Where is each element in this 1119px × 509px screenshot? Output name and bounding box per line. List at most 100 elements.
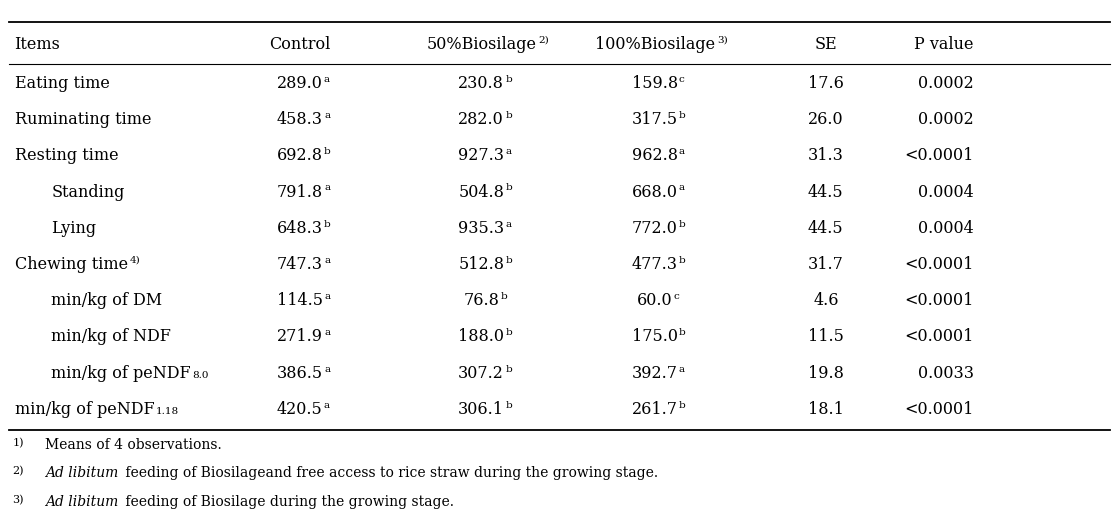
Text: 477.3: 477.3 bbox=[631, 256, 678, 272]
Text: 306.1: 306.1 bbox=[458, 400, 505, 417]
Text: Ad libitum: Ad libitum bbox=[45, 494, 117, 507]
Text: 0.0033: 0.0033 bbox=[918, 364, 974, 381]
Text: a: a bbox=[323, 400, 330, 409]
Text: <0.0001: <0.0001 bbox=[904, 400, 974, 417]
Text: 512.8: 512.8 bbox=[458, 256, 505, 272]
Text: 0.0004: 0.0004 bbox=[918, 183, 974, 200]
Text: a: a bbox=[506, 219, 511, 228]
Text: <0.0001: <0.0001 bbox=[904, 292, 974, 308]
Text: a: a bbox=[325, 256, 330, 264]
Text: 19.8: 19.8 bbox=[808, 364, 844, 381]
Text: min/kg of NDF: min/kg of NDF bbox=[51, 328, 171, 345]
Text: b: b bbox=[325, 147, 331, 156]
Text: 1.18: 1.18 bbox=[156, 407, 178, 415]
Text: <0.0001: <0.0001 bbox=[904, 328, 974, 345]
Text: b: b bbox=[325, 219, 331, 228]
Text: min/kg of peNDF: min/kg of peNDF bbox=[15, 400, 154, 417]
Text: 0.0002: 0.0002 bbox=[918, 111, 974, 128]
Text: 159.8: 159.8 bbox=[631, 75, 678, 92]
Text: Ruminating time: Ruminating time bbox=[15, 111, 151, 128]
Text: 935.3: 935.3 bbox=[458, 219, 505, 236]
Text: 2): 2) bbox=[12, 465, 23, 475]
Text: a: a bbox=[325, 292, 330, 300]
Text: b: b bbox=[506, 256, 513, 264]
Text: Means of 4 observations.: Means of 4 observations. bbox=[45, 437, 222, 450]
Text: 60.0: 60.0 bbox=[637, 292, 673, 308]
Text: 26.0: 26.0 bbox=[808, 111, 844, 128]
Text: 44.5: 44.5 bbox=[808, 183, 844, 200]
Text: 3): 3) bbox=[717, 36, 727, 44]
Text: b: b bbox=[679, 328, 686, 336]
Text: 76.8: 76.8 bbox=[463, 292, 499, 308]
Text: Standing: Standing bbox=[51, 183, 125, 200]
Text: min/kg of DM: min/kg of DM bbox=[51, 292, 162, 308]
Text: a: a bbox=[506, 147, 511, 156]
Text: 4.6: 4.6 bbox=[814, 292, 838, 308]
Text: <0.0001: <0.0001 bbox=[904, 256, 974, 272]
Text: a: a bbox=[325, 111, 330, 120]
Text: min/kg of peNDF: min/kg of peNDF bbox=[51, 364, 191, 381]
Text: feeding of Biosilage during the growing stage.: feeding of Biosilage during the growing … bbox=[121, 494, 454, 507]
Text: 962.8: 962.8 bbox=[631, 147, 678, 164]
Text: 458.3: 458.3 bbox=[276, 111, 323, 128]
Text: 271.9: 271.9 bbox=[276, 328, 323, 345]
Text: 114.5: 114.5 bbox=[276, 292, 323, 308]
Text: 175.0: 175.0 bbox=[631, 328, 678, 345]
Text: b: b bbox=[500, 292, 507, 300]
Text: 44.5: 44.5 bbox=[808, 219, 844, 236]
Text: b: b bbox=[679, 256, 686, 264]
Text: b: b bbox=[506, 328, 513, 336]
Text: 4): 4) bbox=[130, 256, 141, 264]
Text: 11.5: 11.5 bbox=[808, 328, 844, 345]
Text: 230.8: 230.8 bbox=[459, 75, 504, 92]
Text: 392.7: 392.7 bbox=[631, 364, 678, 381]
Text: b: b bbox=[679, 111, 686, 120]
Text: 188.0: 188.0 bbox=[458, 328, 505, 345]
Text: Eating time: Eating time bbox=[15, 75, 110, 92]
Text: b: b bbox=[505, 183, 513, 192]
Text: 289.0: 289.0 bbox=[278, 75, 322, 92]
Text: 100%Biosilage: 100%Biosilage bbox=[594, 36, 715, 52]
Text: a: a bbox=[325, 364, 330, 373]
Text: a: a bbox=[323, 75, 330, 83]
Text: Items: Items bbox=[15, 36, 60, 52]
Text: Chewing time: Chewing time bbox=[15, 256, 128, 272]
Text: b: b bbox=[505, 111, 511, 120]
Text: 927.3: 927.3 bbox=[458, 147, 505, 164]
Text: 3): 3) bbox=[12, 494, 23, 504]
Text: a: a bbox=[325, 328, 330, 336]
Text: 50%Biosilage: 50%Biosilage bbox=[426, 36, 536, 52]
Text: 1): 1) bbox=[12, 437, 23, 447]
Text: feeding of Biosilageand free access to rice straw during the growing stage.: feeding of Biosilageand free access to r… bbox=[121, 465, 658, 479]
Text: 504.8: 504.8 bbox=[459, 183, 504, 200]
Text: 668.0: 668.0 bbox=[631, 183, 678, 200]
Text: 692.8: 692.8 bbox=[276, 147, 323, 164]
Text: 747.3: 747.3 bbox=[276, 256, 323, 272]
Text: a: a bbox=[679, 183, 685, 192]
Text: 282.0: 282.0 bbox=[459, 111, 504, 128]
Text: Resting time: Resting time bbox=[15, 147, 119, 164]
Text: a: a bbox=[679, 364, 685, 373]
Text: 648.3: 648.3 bbox=[276, 219, 323, 236]
Text: 772.0: 772.0 bbox=[632, 219, 677, 236]
Text: P value: P value bbox=[914, 36, 974, 52]
Text: b: b bbox=[505, 75, 513, 83]
Text: c: c bbox=[679, 75, 685, 83]
Text: Lying: Lying bbox=[51, 219, 96, 236]
Text: Ad libitum: Ad libitum bbox=[45, 465, 117, 479]
Text: b: b bbox=[505, 364, 513, 373]
Text: 420.5: 420.5 bbox=[278, 400, 322, 417]
Text: 261.7: 261.7 bbox=[631, 400, 678, 417]
Text: b: b bbox=[678, 219, 686, 228]
Text: 0.0002: 0.0002 bbox=[918, 75, 974, 92]
Text: 17.6: 17.6 bbox=[808, 75, 844, 92]
Text: 0.0004: 0.0004 bbox=[918, 219, 974, 236]
Text: a: a bbox=[325, 183, 330, 192]
Text: SE: SE bbox=[815, 36, 837, 52]
Text: a: a bbox=[679, 147, 685, 156]
Text: 31.3: 31.3 bbox=[808, 147, 844, 164]
Text: 791.8: 791.8 bbox=[276, 183, 323, 200]
Text: c: c bbox=[674, 292, 679, 300]
Text: 2): 2) bbox=[538, 36, 549, 44]
Text: 18.1: 18.1 bbox=[808, 400, 844, 417]
